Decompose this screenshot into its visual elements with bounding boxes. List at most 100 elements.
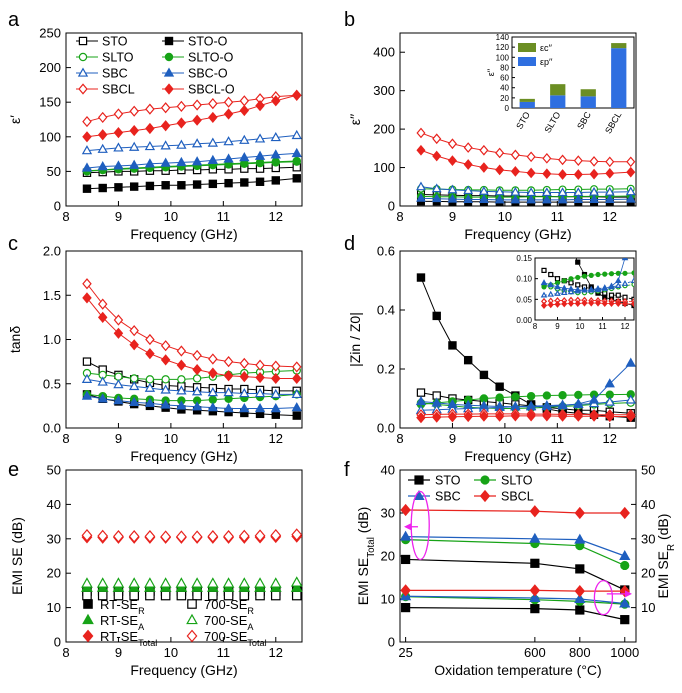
x-tick-label: 9 <box>115 209 122 224</box>
inset-x-tick-label: SBCL <box>603 110 623 135</box>
data-point <box>573 398 584 408</box>
data-point <box>416 144 426 156</box>
legend-entry: SLTO <box>501 474 533 488</box>
inset-data-point <box>554 300 561 308</box>
inset-bar <box>550 95 566 108</box>
legend-marker <box>83 599 93 609</box>
data-point <box>239 134 250 144</box>
inset-data-point <box>568 276 574 282</box>
inset-y-tick-label: 60 <box>500 74 509 83</box>
data-point <box>542 168 552 180</box>
data-point <box>573 410 584 422</box>
data-point <box>207 530 219 543</box>
panel-label: a <box>8 9 20 31</box>
data-point <box>191 530 203 544</box>
data-point <box>192 374 202 383</box>
data-point <box>191 138 203 148</box>
y-tick-label: 0.5 <box>43 376 61 391</box>
data-point <box>97 529 109 543</box>
inset-data-point <box>554 283 561 290</box>
y-right-tick-label: 10 <box>641 600 655 615</box>
data-point <box>176 100 187 112</box>
data-point <box>526 194 537 204</box>
legend: RT-SER 700-SER RT-SEA 700-SEA RT-SETotal 700-… <box>82 597 267 648</box>
data-point <box>620 615 630 625</box>
data-point <box>463 142 473 153</box>
data-point <box>447 193 458 203</box>
data-point <box>223 356 234 368</box>
data-point <box>192 363 202 376</box>
inset-data-point <box>630 277 634 284</box>
legend-entry: RT-SER <box>100 597 145 616</box>
inset-y-tick-label: 0.00 <box>516 316 532 325</box>
legend: STO SLTO SBC SBCL <box>408 474 534 504</box>
data-point <box>207 154 219 164</box>
data-point <box>144 140 156 151</box>
panel-d: 8 9 10 11 12 0.0 0.2 0.4 0.6 Frequency (GHz) d |Zin… <box>344 233 637 464</box>
panel-c: 8 9 10 11 12 0.0 0.5 1.0 1.5 2.0 Frequency (GHz) c t… <box>7 233 303 464</box>
data-point <box>604 378 615 388</box>
inset-data-point <box>567 285 575 292</box>
inset-y-tick-label: 0.15 <box>516 254 532 263</box>
data-point <box>558 154 568 166</box>
data-point <box>224 178 233 188</box>
legend-marker <box>82 629 94 643</box>
inset-data-point <box>587 286 595 293</box>
data-point <box>81 162 93 172</box>
series-line <box>405 509 625 514</box>
inset-y-tick-label: 40 <box>500 84 509 93</box>
data-point <box>144 577 156 588</box>
data-point <box>129 380 140 391</box>
x-axis-label: Frequency (GHz) <box>130 226 237 242</box>
data-point <box>113 327 124 339</box>
inset-y-tick-label: 0.05 <box>516 295 532 304</box>
data-point <box>176 385 187 395</box>
data-point <box>573 169 583 180</box>
inset-y-tick-label: 20 <box>500 94 509 103</box>
y-right-axis-label: EMI SER (dB) <box>655 514 677 599</box>
y-tick-label: 10 <box>47 600 61 615</box>
data-point <box>292 411 301 420</box>
inset-x-tick-label: STO <box>514 110 532 131</box>
data-point <box>557 410 568 422</box>
panel-label: c <box>8 233 18 255</box>
inset-y-tick-label: 140 <box>496 33 510 42</box>
x-tick-label: 10 <box>498 209 512 224</box>
legend-entry: 700-SEA <box>204 613 254 632</box>
data-point <box>176 590 187 601</box>
inset-data-point <box>581 286 588 293</box>
x-axis-label: Oxidation temperature (°C) <box>434 662 601 678</box>
panel-a: 8 9 10 11 12 0 50 100 150 200 250 Frequency (GHz) a ε… <box>7 9 303 242</box>
inset-y-tick-label: 0 <box>505 104 510 113</box>
y-axis-label: EMI SETotal (dB) <box>355 507 377 606</box>
data-point <box>255 371 265 384</box>
data-point <box>495 393 504 402</box>
y-axis-label: |Zin / Z0| <box>347 312 363 367</box>
data-point <box>223 108 234 120</box>
y-tick-label: 20 <box>47 566 61 581</box>
data-point <box>207 137 219 147</box>
inset-data-point <box>540 279 548 286</box>
legend-marker <box>78 36 88 46</box>
data-point <box>161 375 170 384</box>
data-point <box>271 176 280 185</box>
data-point <box>223 370 234 382</box>
legend-entry: SLTO-O <box>188 51 234 65</box>
legend-marker <box>164 36 174 46</box>
legend-marker <box>82 613 94 625</box>
data-point <box>129 124 139 137</box>
legend-entry: SBC-O <box>188 67 228 81</box>
y-tick-label: 0.6 <box>377 244 395 259</box>
data-point <box>558 391 567 400</box>
y-tick-label: 100 <box>373 160 395 175</box>
data-point <box>415 395 427 406</box>
data-point <box>416 181 426 191</box>
data-point <box>401 554 411 565</box>
data-point <box>604 396 615 406</box>
inset-data-point <box>622 300 628 308</box>
data-point <box>160 340 171 352</box>
left-axis-indicator-ellipse <box>410 490 430 561</box>
data-point <box>604 194 615 203</box>
inset-x-tick-label: 10 <box>576 322 585 331</box>
